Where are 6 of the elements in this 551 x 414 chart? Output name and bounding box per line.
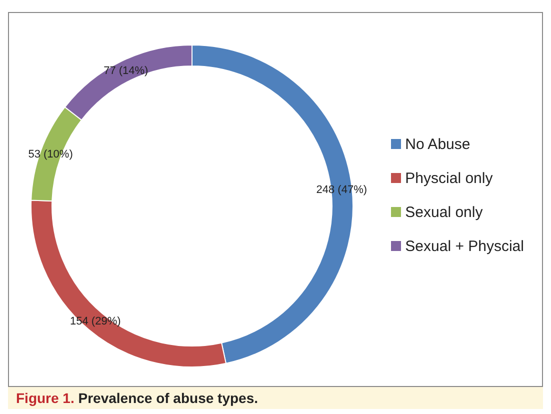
data-label: 77 (14%) [104,64,148,77]
legend-label: No Abuse [405,136,470,152]
legend-label: Physcial only [405,170,493,186]
legend-label: Sexual + Physcial [405,238,524,254]
legend-label: Sexual only [405,204,483,220]
text: Figure 1. Prevalence of abuse types. [8,387,543,409]
